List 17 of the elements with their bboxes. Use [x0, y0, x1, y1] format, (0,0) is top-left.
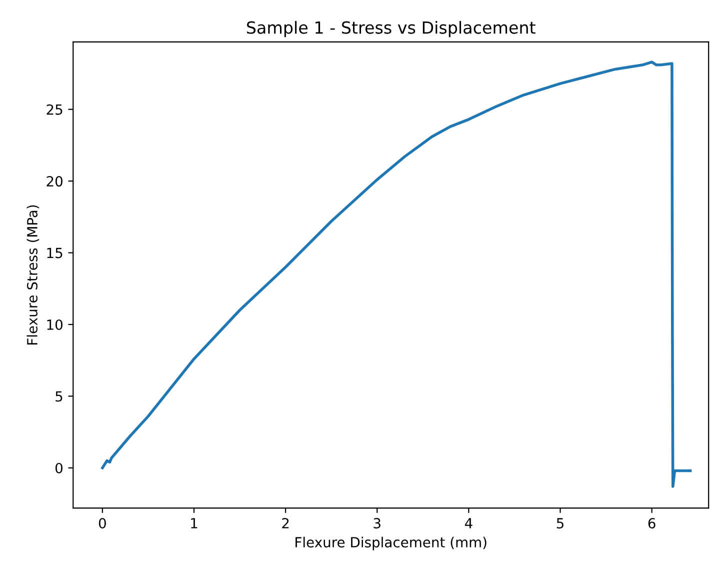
line-series — [101, 60, 692, 488]
x-tick-label: 0 — [98, 518, 106, 529]
chart-title: Sample 1 - Stress vs Displacement — [246, 20, 536, 38]
x-tick-label: 3 — [374, 518, 380, 529]
x-tick-label: 4 — [464, 518, 472, 528]
y-tick-label: 10 — [47, 319, 62, 330]
y-tick-label: 0 — [55, 462, 62, 474]
x-axis-title: Flexure Displacement (mm) — [296, 536, 486, 550]
y-tick-label: 15 — [47, 248, 62, 258]
y-tick-label: 25 — [46, 104, 62, 115]
y-tick-label: 5 — [56, 391, 62, 402]
y-axis-title: Flexure Stress (MPa) — [26, 205, 40, 344]
x-tick-label: 6 — [648, 518, 656, 529]
y-tick-label: 20 — [46, 176, 62, 187]
x-tick-label: 5 — [556, 518, 564, 529]
x-tick-label: 1 — [191, 518, 198, 528]
x-tick-label: 2 — [282, 518, 289, 528]
